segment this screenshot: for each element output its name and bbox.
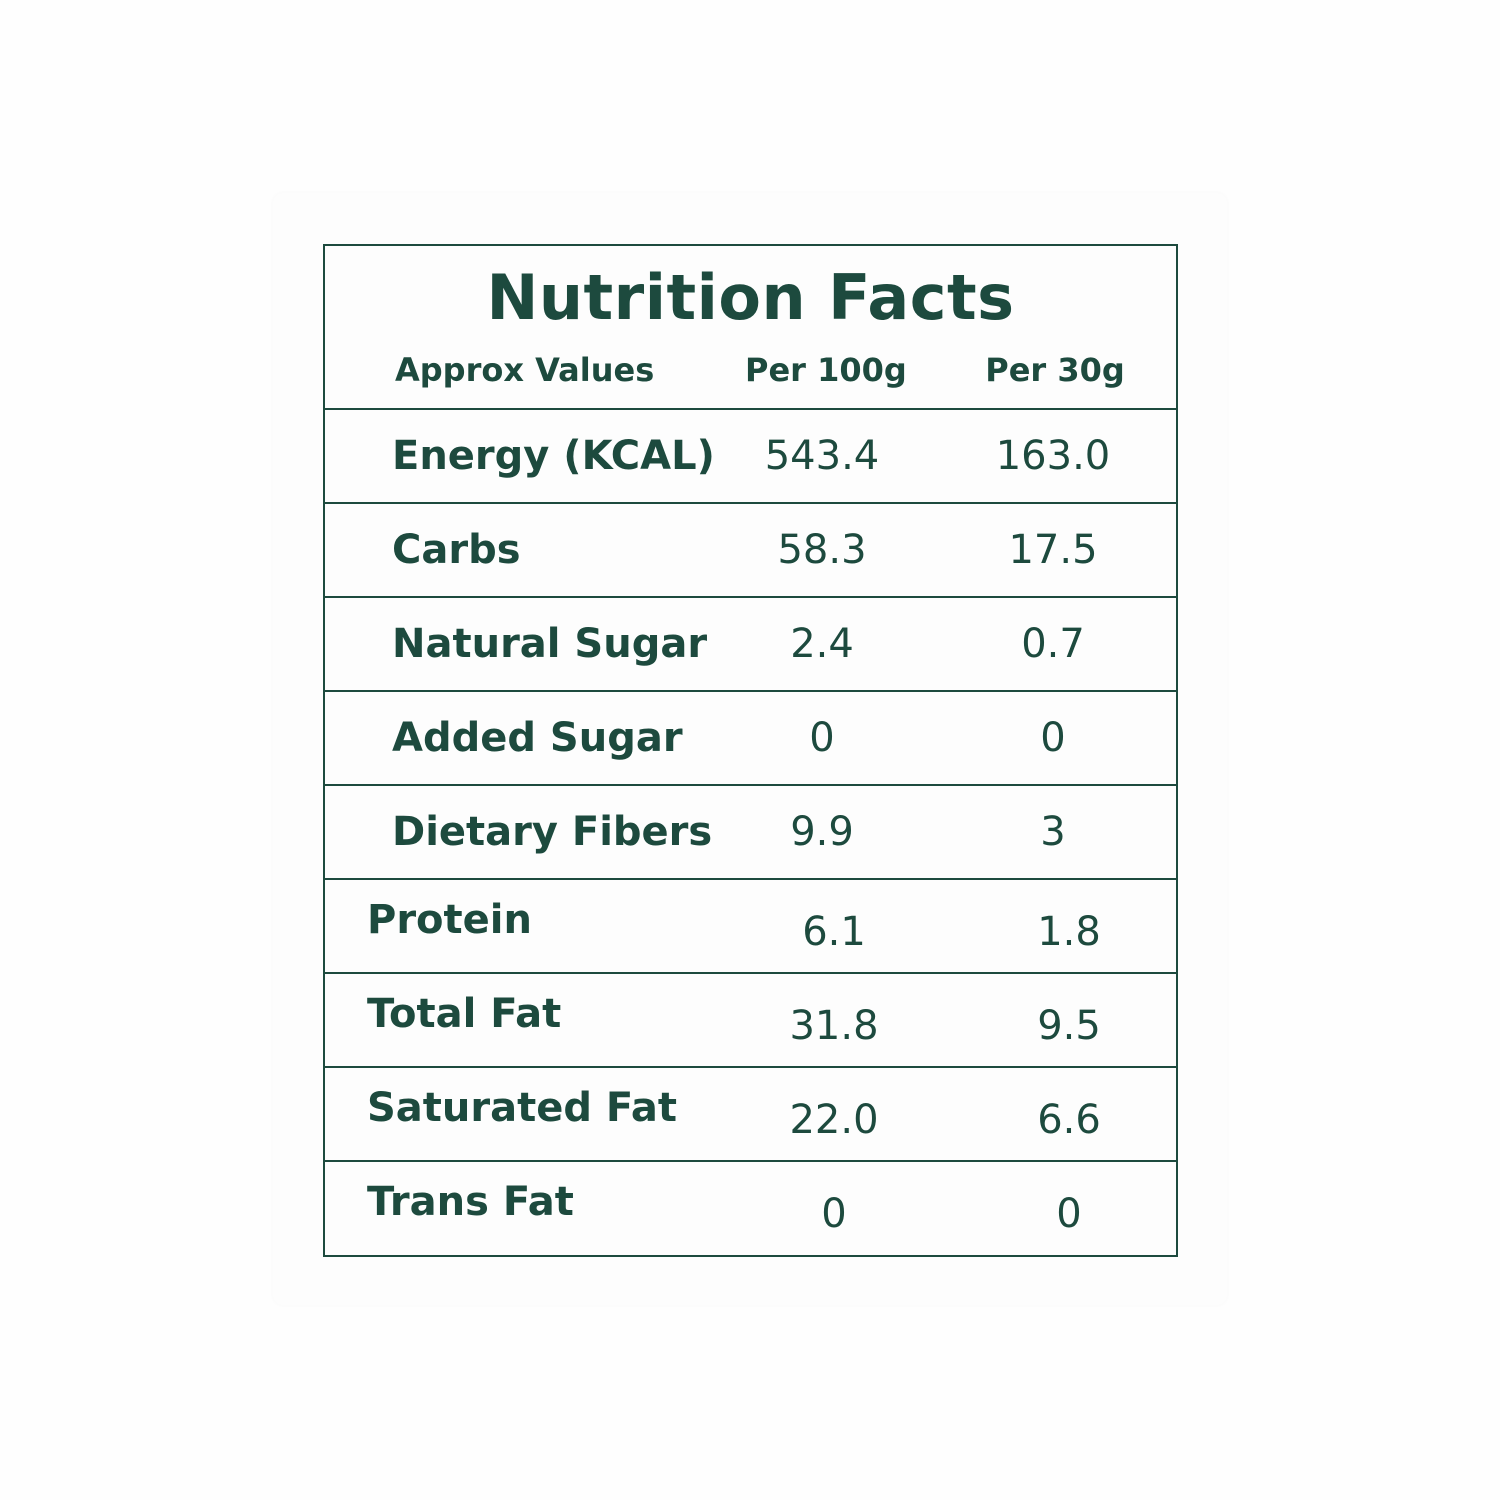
table-row-added-sugar: Added Sugar 0 0 <box>325 692 1176 786</box>
value-per-100g: 58.3 <box>777 527 867 573</box>
row-label: Protein <box>367 897 532 943</box>
value-per-30g: 9.5 <box>1037 1003 1101 1049</box>
table-row-protein: Protein 6.1 1.8 <box>325 880 1176 974</box>
value-per-30g: 0 <box>1040 715 1066 761</box>
value-per-100g: 6.1 <box>802 909 866 955</box>
value-per-100g: 2.4 <box>790 621 854 667</box>
value-per-100g: 0 <box>809 715 835 761</box>
table-row-carbs: Carbs 58.3 17.5 <box>325 504 1176 598</box>
value-per-100g: 9.9 <box>790 809 854 855</box>
row-label: Dietary Fibers <box>392 809 713 855</box>
value-per-30g: 0.7 <box>1021 621 1085 667</box>
value-per-30g: 1.8 <box>1037 909 1101 955</box>
row-label: Trans Fat <box>367 1179 574 1225</box>
value-per-100g: 543.4 <box>764 433 880 479</box>
value-per-100g: 22.0 <box>789 1097 879 1143</box>
table-row-natural-sugar: Natural Sugar 2.4 0.7 <box>325 598 1176 692</box>
value-per-30g: 6.6 <box>1037 1097 1101 1143</box>
table-row-dietary-fibers: Dietary Fibers 9.9 3 <box>325 786 1176 880</box>
value-per-100g: 0 <box>821 1191 847 1237</box>
row-label: Natural Sugar <box>392 621 708 667</box>
row-label: Saturated Fat <box>367 1085 678 1131</box>
table-title: Nutrition Facts <box>486 261 1015 334</box>
column-header-per-30g: Per 30g <box>985 351 1125 389</box>
row-label: Carbs <box>392 527 521 573</box>
value-per-100g: 31.8 <box>789 1003 879 1049</box>
column-header-per-100g: Per 100g <box>745 351 907 389</box>
column-header-approx-values: Approx Values <box>395 351 655 389</box>
value-per-30g: 17.5 <box>1008 527 1098 573</box>
row-label: Added Sugar <box>392 715 683 761</box>
value-per-30g: 0 <box>1056 1191 1082 1237</box>
table-row-energy: Energy (KCAL) 543.4 163.0 <box>325 410 1176 504</box>
table-row-trans-fat: Trans Fat 0 0 <box>325 1162 1176 1254</box>
nutrition-facts-table: Nutrition Facts Approx Values Per 100g P… <box>323 244 1178 1257</box>
table-row-saturated-fat: Saturated Fat 22.0 6.6 <box>325 1068 1176 1162</box>
table-header: Nutrition Facts Approx Values Per 100g P… <box>325 246 1176 410</box>
value-per-30g: 3 <box>1040 809 1066 855</box>
value-per-30g: 163.0 <box>995 433 1111 479</box>
row-label: Total Fat <box>367 991 562 1037</box>
table-row-total-fat: Total Fat 31.8 9.5 <box>325 974 1176 1068</box>
row-label: Energy (KCAL) <box>392 433 715 479</box>
